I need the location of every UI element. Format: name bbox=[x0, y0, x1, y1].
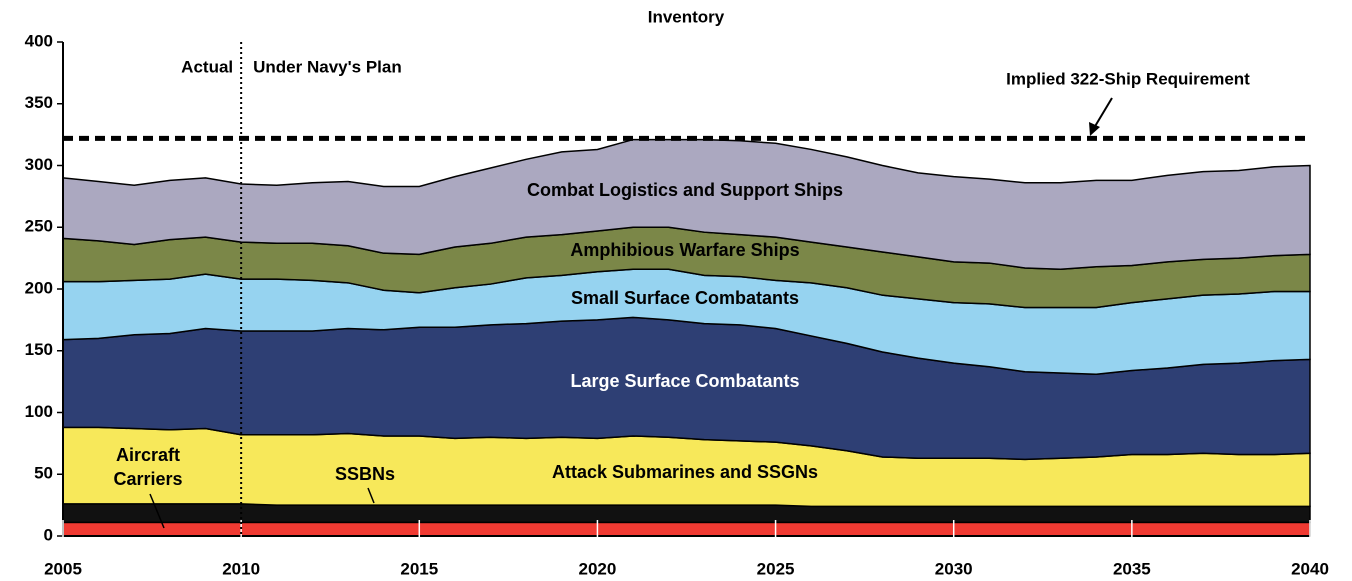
x-tick-label: 2010 bbox=[222, 559, 260, 578]
series-label: Amphibious Warfare Ships bbox=[570, 240, 800, 260]
area bbox=[62, 521, 1311, 537]
arrow-head bbox=[1089, 122, 1100, 136]
y-tick-label: 150 bbox=[25, 340, 53, 359]
x-tick-label: 2040 bbox=[1291, 559, 1329, 578]
x-tick-label: 2025 bbox=[757, 559, 795, 578]
requirement-arrow bbox=[1093, 97, 1113, 129]
y-tick-label: 350 bbox=[25, 93, 53, 112]
y-tick-label: 200 bbox=[25, 278, 53, 297]
x-tick-label: 2030 bbox=[935, 559, 973, 578]
series-label: SSBNs bbox=[334, 464, 396, 484]
x-tick-label: 2020 bbox=[579, 559, 617, 578]
y-tick-label: 300 bbox=[25, 155, 53, 174]
chart-title: Inventory bbox=[648, 7, 725, 26]
area bbox=[62, 138, 1311, 270]
series-label: Large Surface Combatants bbox=[570, 371, 800, 391]
x-tick-label: 2005 bbox=[44, 559, 82, 578]
series-label: Combat Logistics and Support Ships bbox=[526, 180, 844, 200]
leader-line bbox=[367, 487, 375, 504]
y-tick-label: 250 bbox=[25, 217, 53, 236]
series-label: Small Surface Combatants bbox=[570, 288, 800, 308]
requirement-label: Implied 322-Ship Requirement bbox=[1006, 69, 1250, 88]
y-tick-label: 100 bbox=[25, 402, 53, 421]
x-tick-label: 2035 bbox=[1113, 559, 1151, 578]
series-label: Aircraft Carriers bbox=[113, 445, 183, 489]
divider-right-label: Under Navy's Plan bbox=[253, 57, 402, 76]
x-tick-label: 2015 bbox=[400, 559, 438, 578]
y-tick-label: 50 bbox=[34, 464, 53, 483]
leader-line bbox=[149, 493, 165, 529]
divider-left-label: Actual bbox=[181, 57, 233, 76]
y-tick-label: 400 bbox=[25, 31, 53, 50]
y-tick-label: 0 bbox=[44, 525, 53, 544]
series-label: Attack Submarines and SSGNs bbox=[551, 462, 819, 482]
